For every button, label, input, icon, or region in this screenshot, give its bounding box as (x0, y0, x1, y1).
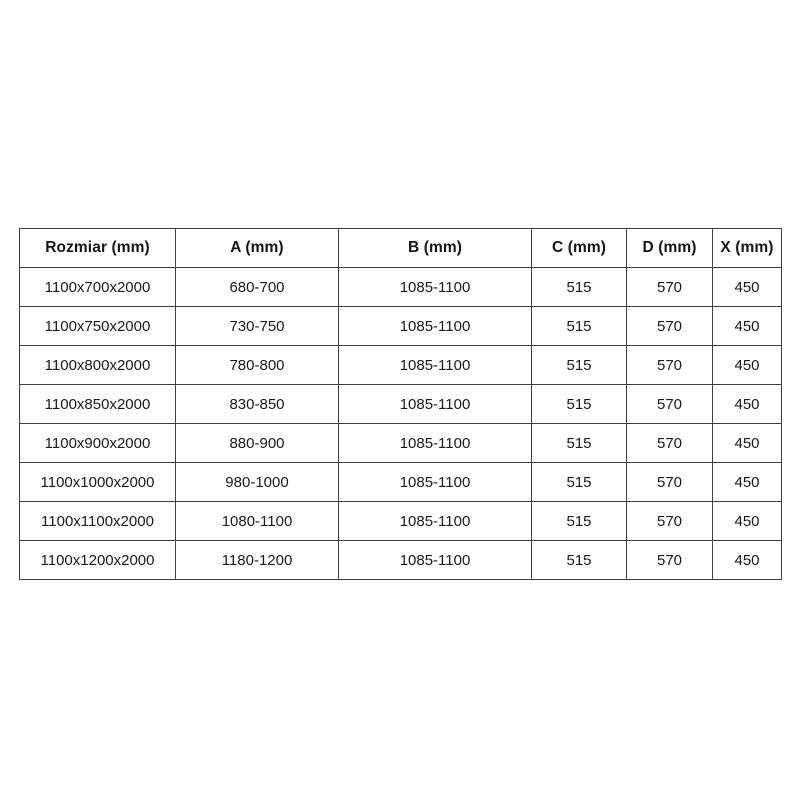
cell-c: 515 (531, 501, 627, 541)
table-row: 1100x900x2000 880-900 1085-1100 515 570 … (19, 423, 782, 463)
spec-table-container: Rozmiar (mm) A (mm) B (mm) C (mm) D (mm)… (19, 228, 782, 580)
cell-b: 1085-1100 (338, 423, 532, 463)
cell-c: 515 (531, 423, 627, 463)
column-header-c: C (mm) (531, 228, 627, 268)
cell-b: 1085-1100 (338, 540, 532, 580)
cell-a: 780-800 (175, 345, 339, 385)
table-row: 1100x1100x2000 1080-1100 1085-1100 515 5… (19, 501, 782, 541)
column-header-d: D (mm) (626, 228, 713, 268)
cell-size: 1100x900x2000 (19, 423, 176, 463)
column-header-size: Rozmiar (mm) (19, 228, 176, 268)
cell-x: 450 (712, 462, 782, 502)
cell-size: 1100x1000x2000 (19, 462, 176, 502)
cell-c: 515 (531, 462, 627, 502)
cell-b: 1085-1100 (338, 306, 532, 346)
cell-x: 450 (712, 306, 782, 346)
table-row: 1100x750x2000 730-750 1085-1100 515 570 … (19, 306, 782, 346)
cell-x: 450 (712, 423, 782, 463)
cell-d: 570 (626, 306, 713, 346)
cell-b: 1085-1100 (338, 267, 532, 307)
cell-a: 1080-1100 (175, 501, 339, 541)
cell-size: 1100x800x2000 (19, 345, 176, 385)
cell-size: 1100x850x2000 (19, 384, 176, 424)
cell-c: 515 (531, 267, 627, 307)
cell-c: 515 (531, 384, 627, 424)
cell-size: 1100x700x2000 (19, 267, 176, 307)
cell-d: 570 (626, 462, 713, 502)
cell-x: 450 (712, 345, 782, 385)
cell-d: 570 (626, 267, 713, 307)
cell-x: 450 (712, 384, 782, 424)
table-row: 1100x700x2000 680-700 1085-1100 515 570 … (19, 267, 782, 307)
cell-a: 980-1000 (175, 462, 339, 502)
cell-a: 1180-1200 (175, 540, 339, 580)
column-header-b: B (mm) (338, 228, 532, 268)
cell-d: 570 (626, 423, 713, 463)
cell-b: 1085-1100 (338, 384, 532, 424)
cell-c: 515 (531, 345, 627, 385)
cell-d: 570 (626, 384, 713, 424)
cell-d: 570 (626, 501, 713, 541)
cell-b: 1085-1100 (338, 462, 532, 502)
cell-d: 570 (626, 540, 713, 580)
cell-d: 570 (626, 345, 713, 385)
table-row: 1100x1000x2000 980-1000 1085-1100 515 57… (19, 462, 782, 502)
table-row: 1100x800x2000 780-800 1085-1100 515 570 … (19, 345, 782, 385)
cell-b: 1085-1100 (338, 345, 532, 385)
cell-c: 515 (531, 306, 627, 346)
table-row: 1100x1200x2000 1180-1200 1085-1100 515 5… (19, 540, 782, 580)
cell-a: 730-750 (175, 306, 339, 346)
cell-a: 880-900 (175, 423, 339, 463)
cell-c: 515 (531, 540, 627, 580)
table-row: 1100x850x2000 830-850 1085-1100 515 570 … (19, 384, 782, 424)
cell-size: 1100x1200x2000 (19, 540, 176, 580)
cell-x: 450 (712, 501, 782, 541)
spec-table: Rozmiar (mm) A (mm) B (mm) C (mm) D (mm)… (19, 228, 782, 580)
cell-x: 450 (712, 267, 782, 307)
cell-a: 830-850 (175, 384, 339, 424)
table-header-row: Rozmiar (mm) A (mm) B (mm) C (mm) D (mm)… (19, 228, 782, 268)
table-header: Rozmiar (mm) A (mm) B (mm) C (mm) D (mm)… (19, 228, 782, 268)
column-header-x: X (mm) (712, 228, 782, 268)
table-body: 1100x700x2000 680-700 1085-1100 515 570 … (19, 267, 782, 580)
cell-a: 680-700 (175, 267, 339, 307)
cell-size: 1100x1100x2000 (19, 501, 176, 541)
cell-x: 450 (712, 540, 782, 580)
cell-b: 1085-1100 (338, 501, 532, 541)
column-header-a: A (mm) (175, 228, 339, 268)
cell-size: 1100x750x2000 (19, 306, 176, 346)
